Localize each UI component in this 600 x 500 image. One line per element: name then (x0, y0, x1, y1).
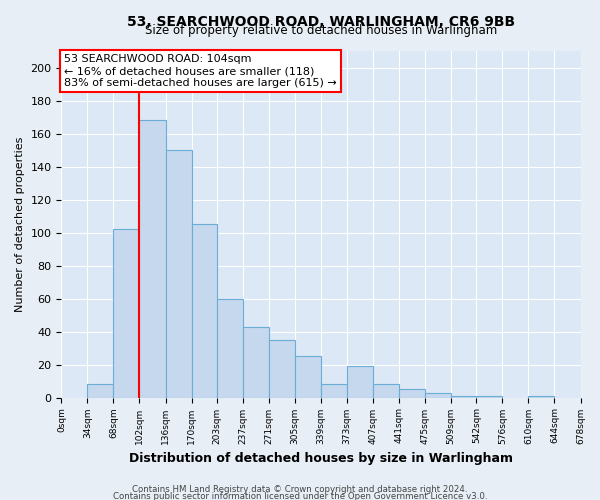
Bar (139, 120, 166, 398)
Bar (191, 224, 217, 398)
Bar (347, 366, 373, 398)
Bar (88, 384, 113, 398)
Bar (321, 384, 347, 398)
Title: 53, SEARCHWOOD ROAD, WARLINGHAM, CR6 9BB: 53, SEARCHWOOD ROAD, WARLINGHAM, CR6 9BB (127, 15, 515, 29)
Text: Contains public sector information licensed under the Open Government Licence v3: Contains public sector information licen… (113, 492, 487, 500)
Bar (373, 384, 399, 398)
Y-axis label: Number of detached properties: Number of detached properties (15, 136, 25, 312)
Bar (217, 298, 243, 398)
Bar (451, 396, 476, 398)
Text: Contains HM Land Registry data © Crown copyright and database right 2024.: Contains HM Land Registry data © Crown c… (132, 485, 468, 494)
Bar (529, 396, 554, 398)
Text: Size of property relative to detached houses in Warlingham: Size of property relative to detached ho… (145, 24, 497, 37)
Bar (269, 340, 295, 398)
Bar (425, 392, 451, 398)
Bar (476, 396, 502, 398)
Bar (113, 229, 139, 398)
Bar (295, 356, 321, 398)
Text: 53 SEARCHWOOD ROAD: 104sqm
← 16% of detached houses are smaller (118)
83% of sem: 53 SEARCHWOOD ROAD: 104sqm ← 16% of deta… (64, 54, 337, 88)
Bar (399, 390, 425, 398)
Bar (166, 150, 191, 398)
X-axis label: Distribution of detached houses by size in Warlingham: Distribution of detached houses by size … (129, 452, 513, 465)
Bar (243, 326, 269, 398)
